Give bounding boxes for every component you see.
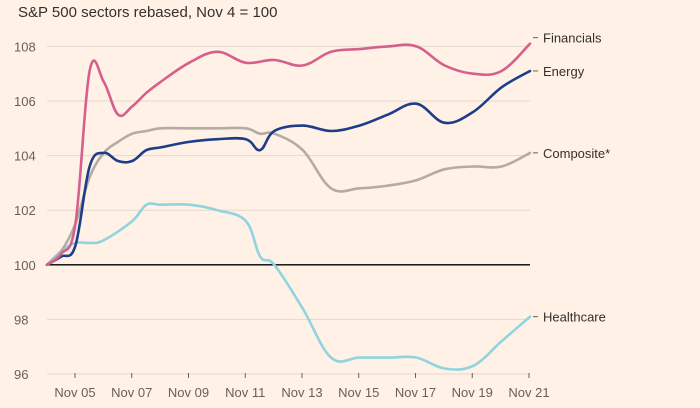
series-line-healthcare — [45, 202, 532, 371]
x-tick-label: Nov 05 — [54, 385, 95, 400]
series-line-financials — [45, 42, 532, 267]
chart-title: S&P 500 sectors rebased, Nov 4 = 100 — [18, 4, 278, 21]
y-tick-label: 104 — [14, 149, 36, 164]
x-tick-label: Nov 11 — [225, 385, 265, 400]
label-layer: Financials Energy Composite* Healthcare — [533, 31, 610, 325]
axis-layer: 96 98 100 102 104 106 108 Nov 05 Nov 07 Nov 09 Nov… — [14, 39, 550, 400]
x-tick-label: Nov 09 — [168, 385, 209, 400]
y-tick-label: 108 — [14, 39, 36, 54]
y-tick-label: 102 — [14, 203, 36, 218]
x-tick-label: Nov 07 — [111, 385, 152, 400]
y-tick-label: 98 — [14, 312, 28, 327]
x-tick-label: Nov 21 — [508, 385, 549, 400]
series-layer — [45, 42, 532, 371]
series-label-composite: Composite* — [543, 146, 610, 161]
y-tick-label: 100 — [14, 258, 36, 273]
series-line-energy — [45, 69, 532, 267]
x-tick-label: Nov 15 — [338, 385, 379, 400]
x-tick-label: Nov 19 — [452, 385, 493, 400]
y-tick-label: 96 — [14, 367, 28, 382]
x-tick-label: Nov 13 — [281, 385, 322, 400]
series-line-composite — [45, 126, 532, 267]
x-tick-label: Nov 17 — [395, 385, 436, 400]
y-tick-label: 106 — [14, 94, 36, 109]
series-label-energy: Energy — [543, 64, 585, 79]
series-label-healthcare: Healthcare — [543, 310, 606, 325]
grid-layer — [47, 45, 530, 375]
series-label-financials: Financials — [543, 31, 602, 46]
